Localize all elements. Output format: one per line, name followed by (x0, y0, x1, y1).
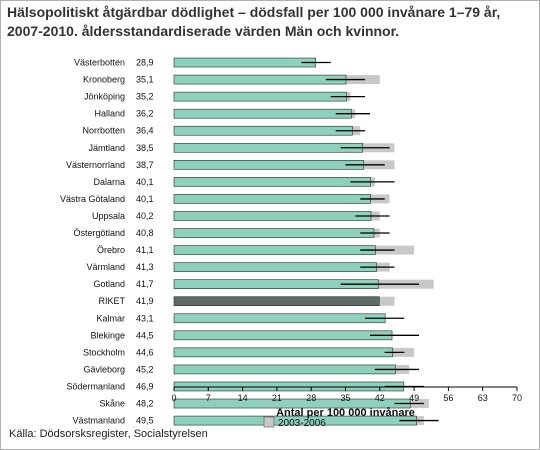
region-label-uppsala: Uppsala (92, 211, 125, 221)
value-label-v-stmanland: 49,5 (136, 416, 154, 426)
value-label-blekinge: 44,5 (136, 330, 154, 340)
region-label-v-sterbotten: Västerbotten (74, 58, 125, 68)
legend-label-previous: 2003-2006 (278, 418, 326, 429)
region-label-dalarna: Dalarna (93, 177, 125, 187)
region-label-stockholm: Stockholm (83, 347, 125, 357)
labels-layer: Västerbotten 28,9 Kronoberg 35,1 Jönköping 35… (60, 58, 154, 426)
value-label--rebro: 41,1 (136, 245, 154, 255)
region-label-norrbotten: Norrbotten (82, 126, 125, 136)
bar-j-mtland (173, 142, 363, 153)
region-label-g-vleborg: Gävleborg (83, 364, 125, 374)
bar-norrbotten (173, 125, 353, 136)
region-label-v-stra-g-taland: Västra Götaland (60, 194, 125, 204)
region-label--rebro: Örebro (97, 245, 125, 255)
bar-v-stra-g-taland (173, 194, 371, 204)
region-label-kalmar: Kalmar (96, 313, 125, 323)
value-label-stockholm: 44,6 (136, 347, 154, 357)
x-tick-label-49: 49 (409, 393, 419, 403)
x-axis: 0 7 14 21 28 35 42 49 56 63 70 Antal per 100 000 in… (171, 386, 522, 419)
bar--rebro (173, 245, 376, 255)
x-tick-label-56: 56 (443, 393, 453, 403)
value-label-v-rmland: 41,3 (136, 262, 154, 272)
region-label-s-dermanland: Södermanland (66, 381, 125, 391)
bar-v-sternorrland (173, 160, 364, 170)
region-label-riket: RIKET (98, 296, 125, 306)
region-label-j-mtland: Jämtland (88, 143, 125, 153)
x-tick-label-21: 21 (272, 393, 282, 403)
value-label-j-mtland: 38,5 (136, 143, 154, 153)
value-label-norrbotten: 36,4 (136, 126, 154, 136)
value-label-v-sternorrland: 38,7 (136, 160, 154, 170)
bars-layer (173, 57, 439, 426)
bar-stockholm (173, 347, 393, 358)
x-tick-label-35: 35 (340, 393, 350, 403)
legend-swatch-previous (263, 416, 275, 428)
value-label-j-nk-ping: 35,2 (136, 92, 154, 102)
source-note: Källa: Dödsorsksregister, Socialstyrelse… (9, 428, 208, 440)
bar-v-rmland (173, 262, 377, 272)
value-label-kalmar: 43,1 (136, 313, 154, 323)
region-label-v-stmanland: Västmanland (72, 416, 125, 426)
region-label-v-sternorrland: Västernorrland (66, 160, 125, 170)
region-label--sterg-tland: Östergötland (73, 228, 125, 238)
region-label-sk-ne: Skåne (99, 399, 125, 409)
value-label--sterg-tland: 40,8 (136, 228, 154, 238)
legend: 2003-2006 (263, 416, 326, 429)
x-tick-label-63: 63 (478, 393, 488, 403)
value-label-sk-ne: 48,2 (136, 399, 154, 409)
value-label-dalarna: 40,1 (136, 177, 154, 187)
x-tick-label-28: 28 (306, 393, 316, 403)
bar-j-nk-ping (173, 91, 347, 102)
bar-uppsala (173, 211, 372, 221)
value-label-gotland: 41,7 (136, 279, 154, 289)
bar-riket (173, 296, 380, 307)
bar-dalarna (173, 177, 371, 187)
region-label-kronoberg: Kronoberg (83, 75, 125, 85)
x-tick-label-70: 70 (512, 393, 522, 403)
x-tick-label-42: 42 (375, 393, 385, 403)
x-axis-title: Antal per 100 000 invånare (276, 407, 415, 419)
bar-kronoberg (173, 74, 347, 85)
region-label-j-nk-ping: Jönköping (84, 92, 125, 102)
value-label-halland: 36,2 (136, 109, 154, 119)
bar-v-sterbotten (173, 57, 316, 68)
region-label-blekinge: Blekinge (90, 330, 125, 340)
bar-halland (173, 108, 352, 119)
value-label-kronoberg: 35,1 (136, 75, 154, 85)
bar--sterg-tland (173, 228, 375, 238)
value-label-uppsala: 40,2 (136, 211, 154, 221)
region-label-halland: Halland (94, 109, 125, 119)
value-label-riket: 41,9 (136, 296, 154, 306)
value-label-v-stra-g-taland: 40,1 (136, 194, 154, 204)
value-label-g-vleborg: 45,2 (136, 364, 154, 374)
bar-kalmar (173, 313, 386, 324)
region-label-gotland: Gotland (93, 279, 125, 289)
bar-blekinge (173, 330, 393, 341)
x-tick-label-0: 0 (171, 393, 176, 403)
value-label-v-sterbotten: 28,9 (136, 58, 154, 68)
chart-title: Hälsopolitiskt åtgärdbar dödlighet – död… (7, 4, 501, 39)
x-tick-label-7: 7 (206, 393, 211, 403)
region-label-v-rmland: Värmland (86, 262, 125, 272)
value-label-s-dermanland: 46,9 (136, 381, 154, 391)
x-tick-label-14: 14 (238, 393, 248, 403)
bar-g-vleborg (173, 364, 396, 375)
